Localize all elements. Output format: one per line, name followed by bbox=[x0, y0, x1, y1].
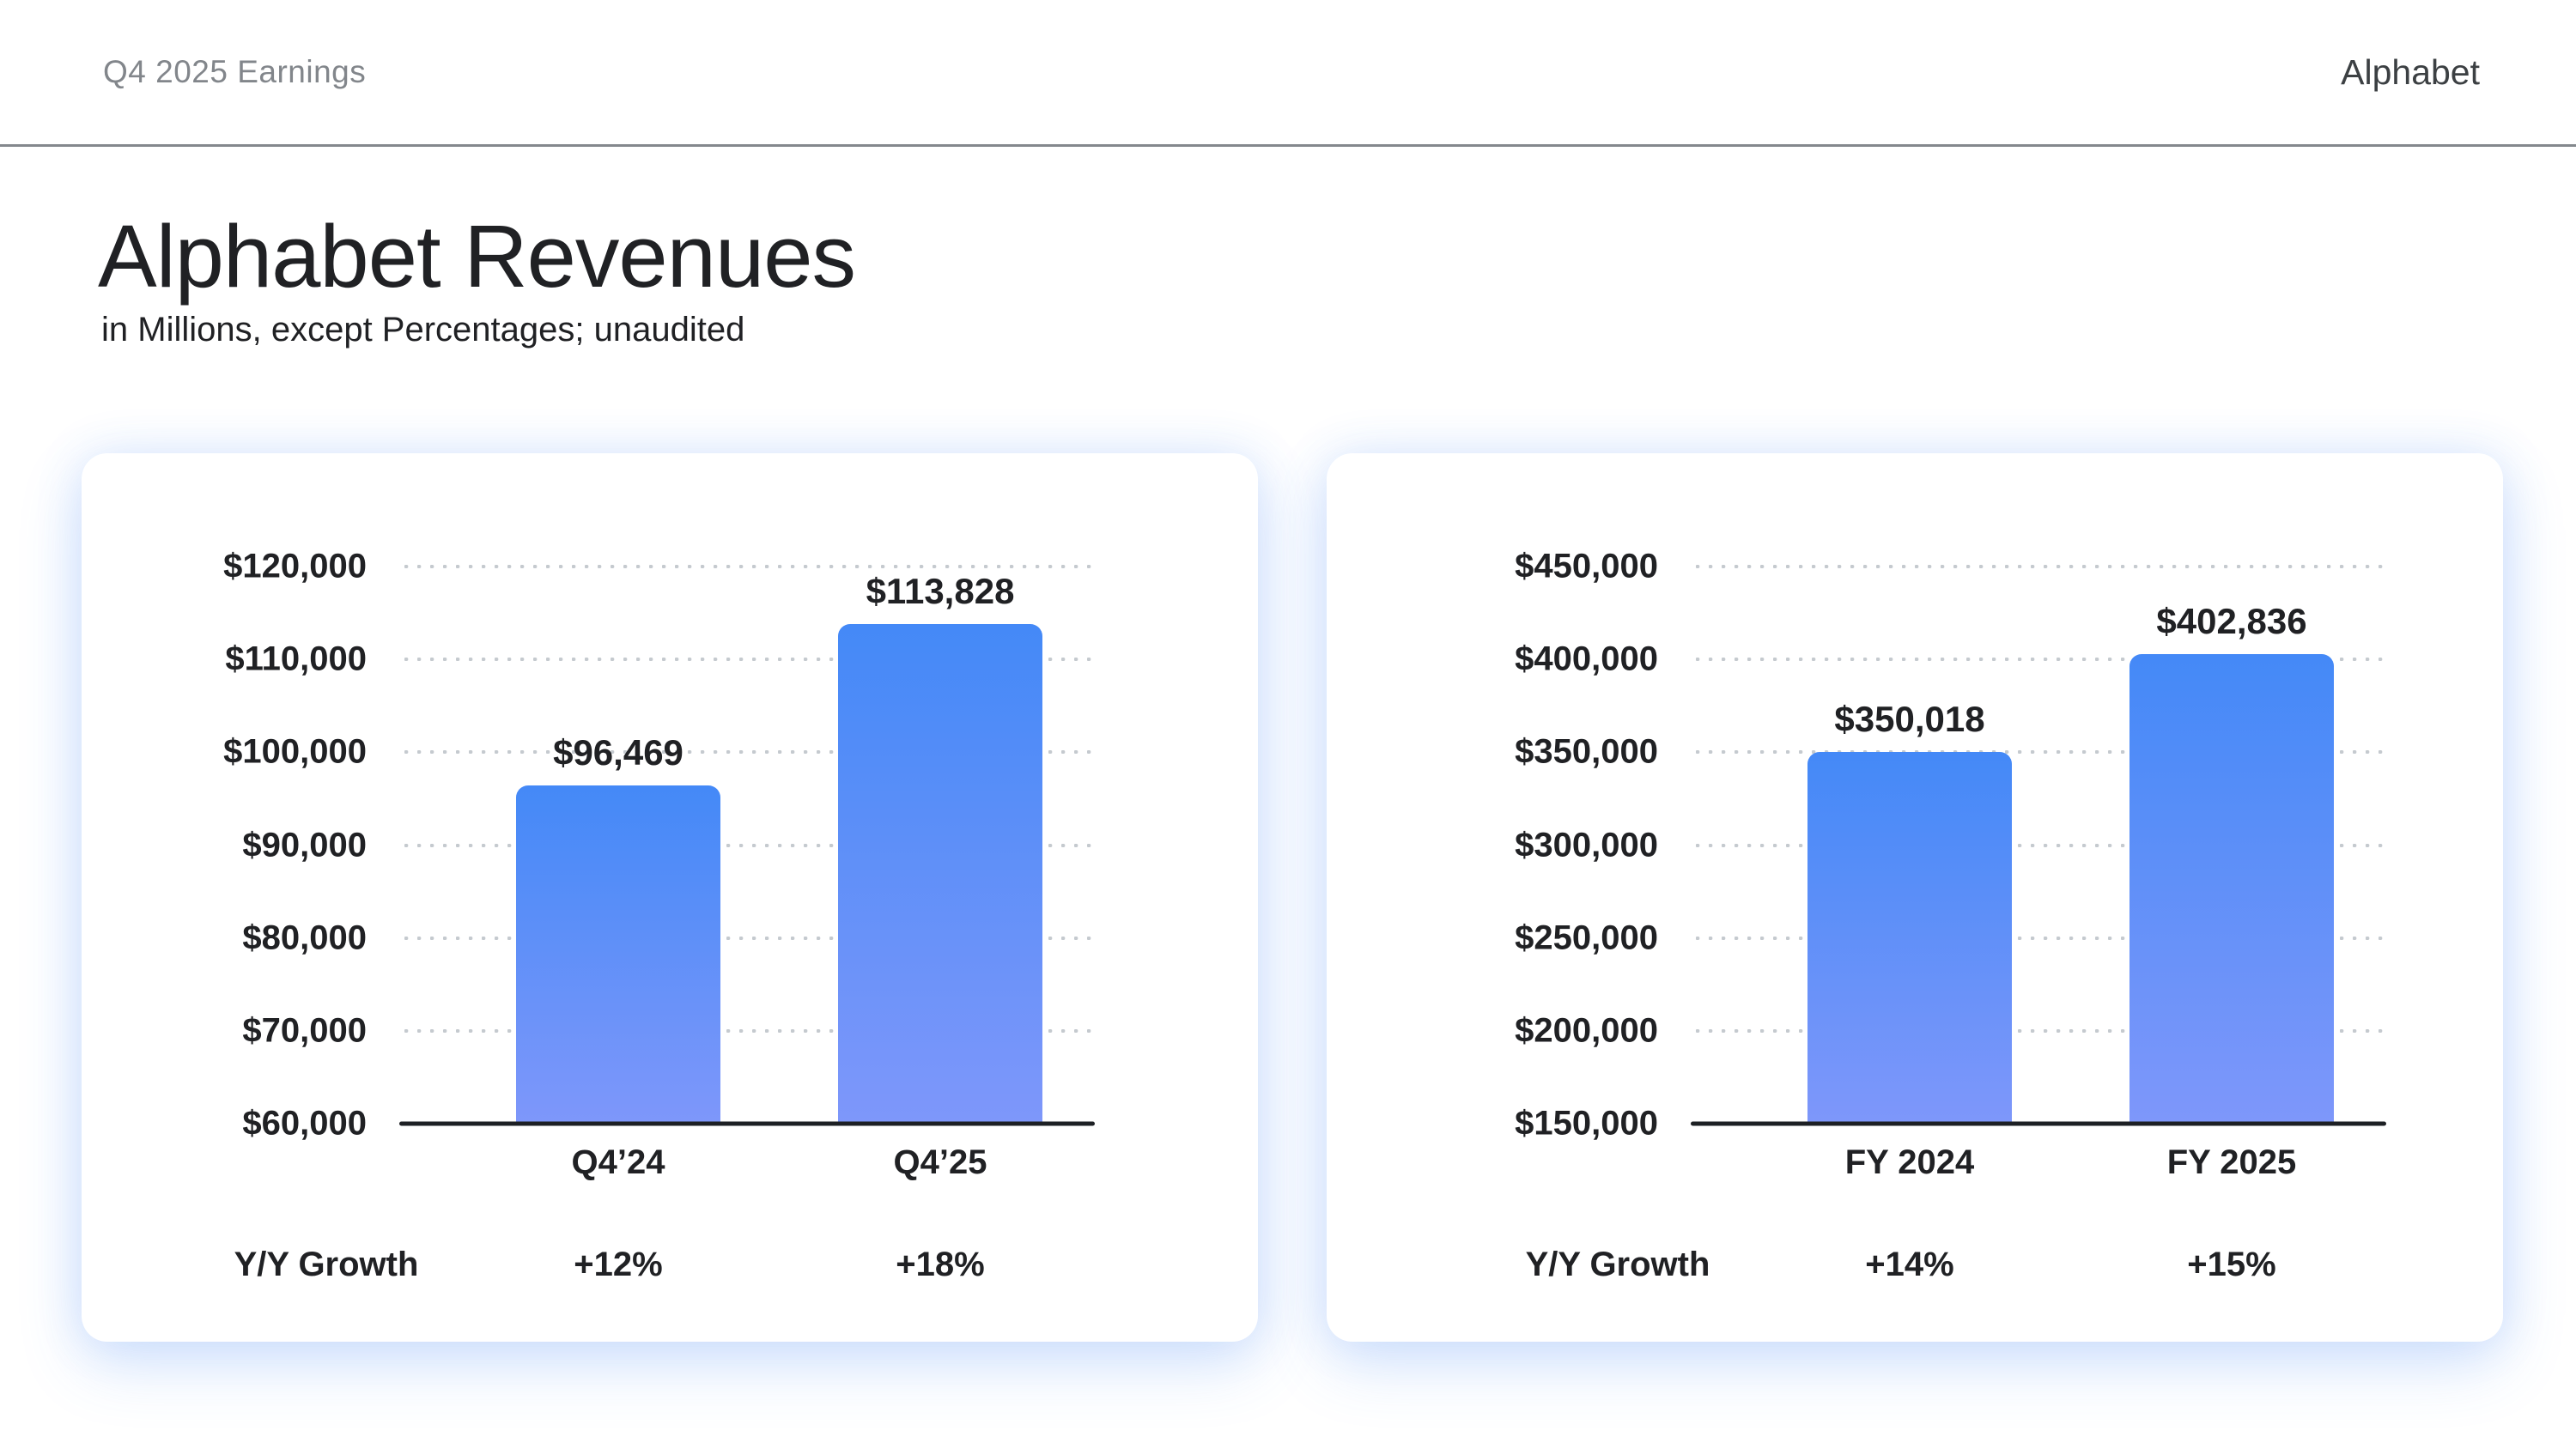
page-title: Alphabet Revenues bbox=[98, 207, 856, 306]
y-tick-row: $150,000 bbox=[1327, 1105, 2503, 1143]
y-tick-label: $400,000 bbox=[1515, 640, 1658, 678]
y-tick-label: $110,000 bbox=[225, 640, 367, 678]
y-tick-row: $250,000 bbox=[1327, 919, 2503, 957]
revenue-bar bbox=[838, 624, 1042, 1124]
gridline-dotted bbox=[404, 658, 1095, 662]
gridline-dotted bbox=[404, 1028, 1095, 1033]
top-bar: Q4 2025 Earnings Alphabet bbox=[0, 0, 2576, 147]
category-label: FY 2024 bbox=[1844, 1143, 1975, 1181]
y-tick-label: $70,000 bbox=[242, 1011, 367, 1050]
y-tick-row: $70,000 bbox=[82, 1011, 1258, 1050]
y-tick-row: $200,000 bbox=[1327, 1011, 2503, 1050]
gridline-dotted bbox=[404, 936, 1095, 940]
y-tick-label: $80,000 bbox=[242, 919, 367, 957]
y-tick-row: $60,000 bbox=[82, 1105, 1258, 1143]
y-tick-row: $450,000 bbox=[1327, 548, 2503, 586]
revenue-bar bbox=[2129, 654, 2334, 1124]
brand-wordmark: Alphabet bbox=[2341, 52, 2480, 92]
y-tick-label: $150,000 bbox=[1515, 1104, 1658, 1143]
gridline-dotted bbox=[404, 565, 1095, 568]
y-tick-row: $80,000 bbox=[82, 919, 1258, 957]
y-tick-label: $250,000 bbox=[1515, 919, 1658, 957]
gridline-dotted bbox=[404, 843, 1095, 847]
chart-card-fullyear: $450,000 $400,000 $350,000 $300,000 $250,000… bbox=[1327, 453, 2503, 1342]
category-label: FY 2025 bbox=[2166, 1143, 2297, 1181]
y-tick-row: $120,000 bbox=[82, 548, 1258, 586]
deck-title: Q4 2025 Earnings bbox=[103, 54, 367, 89]
y-tick-row: $350,000 bbox=[1327, 733, 2503, 772]
y-tick-label: $90,000 bbox=[242, 826, 367, 864]
y-tick-label: $120,000 bbox=[223, 547, 367, 585]
gridline-dotted bbox=[1696, 843, 2386, 847]
y-tick-label: $60,000 bbox=[242, 1104, 367, 1143]
gridline-dotted bbox=[1696, 936, 2386, 940]
x-axis-line bbox=[399, 1121, 1095, 1126]
page-subtitle: in Millions, except Percentages; unaudit… bbox=[101, 311, 745, 349]
bar-value-label: $402,836 bbox=[2156, 601, 2307, 641]
bar-value-label: $96,469 bbox=[553, 732, 683, 773]
growth-row-label: Y/Y Growth bbox=[1525, 1246, 1710, 1283]
y-tick-label: $450,000 bbox=[1515, 547, 1658, 585]
gridline-dotted bbox=[1696, 565, 2386, 568]
gridline-dotted bbox=[1696, 658, 2386, 662]
bar-value-label: $113,828 bbox=[866, 571, 1015, 611]
chart-card-quarterly: $120,000 $110,000 $100,000 $90,000 $80,000 $7… bbox=[82, 453, 1258, 1342]
x-axis-line bbox=[1691, 1121, 2386, 1126]
y-tick-label: $300,000 bbox=[1515, 826, 1658, 864]
y-tick-row: $400,000 bbox=[1327, 640, 2503, 679]
y-tick-row: $110,000 bbox=[82, 640, 1258, 679]
gridline-dotted bbox=[404, 750, 1095, 755]
y-tick-label: $200,000 bbox=[1515, 1011, 1658, 1050]
gridline-dotted bbox=[1696, 750, 2386, 755]
revenue-bar bbox=[516, 785, 720, 1124]
growth-value: +12% bbox=[574, 1246, 663, 1283]
growth-value: +15% bbox=[2187, 1246, 2276, 1283]
charts-row: $120,000 $110,000 $100,000 $90,000 $80,000 $7… bbox=[82, 453, 2503, 1342]
growth-value: +14% bbox=[1865, 1246, 1954, 1283]
category-label: Q4’24 bbox=[571, 1143, 665, 1181]
y-tick-row: $300,000 bbox=[1327, 826, 2503, 864]
gridline-dotted bbox=[1696, 1028, 2386, 1033]
revenue-bar bbox=[1807, 752, 2012, 1124]
y-tick-row: $100,000 bbox=[82, 733, 1258, 772]
y-tick-label: $100,000 bbox=[223, 732, 367, 771]
growth-value: +18% bbox=[896, 1246, 985, 1283]
y-tick-row: $90,000 bbox=[82, 826, 1258, 864]
bar-value-label: $350,018 bbox=[1834, 699, 1985, 739]
growth-row-label: Y/Y Growth bbox=[234, 1246, 419, 1283]
category-label: Q4’25 bbox=[893, 1143, 987, 1181]
y-tick-label: $350,000 bbox=[1515, 732, 1658, 771]
